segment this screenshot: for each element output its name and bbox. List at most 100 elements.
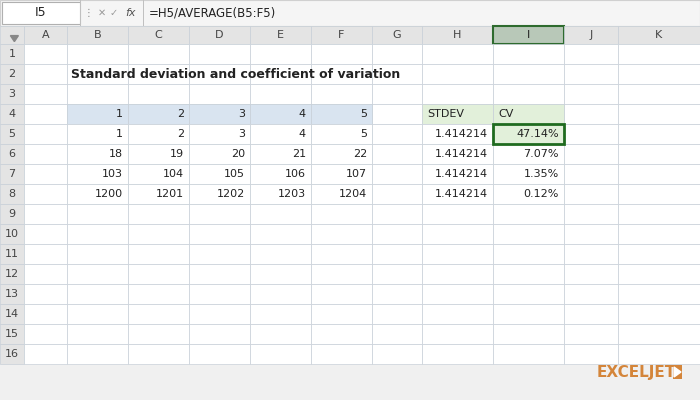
Bar — [24, 26, 67, 44]
Bar — [422, 184, 493, 204]
Bar — [250, 64, 311, 84]
Bar — [128, 204, 189, 224]
Text: G: G — [393, 30, 401, 40]
Bar — [250, 44, 311, 64]
Bar — [189, 324, 250, 344]
Bar — [422, 124, 493, 144]
Bar — [250, 104, 311, 124]
Bar — [24, 344, 67, 364]
Bar — [422, 284, 493, 304]
Bar — [493, 184, 564, 204]
Bar — [250, 84, 311, 104]
Bar — [24, 324, 67, 344]
Bar — [372, 104, 422, 124]
Bar — [67, 244, 128, 264]
Text: 12: 12 — [5, 269, 19, 279]
Bar — [189, 304, 250, 324]
Bar — [128, 164, 189, 184]
Bar — [311, 184, 372, 204]
Bar — [422, 204, 493, 224]
Bar — [67, 124, 128, 144]
Bar — [618, 84, 700, 104]
Bar — [250, 304, 311, 324]
Text: B: B — [94, 30, 102, 40]
Bar — [422, 264, 493, 284]
Text: 9: 9 — [8, 209, 15, 219]
Bar — [250, 344, 311, 364]
Bar — [189, 44, 250, 64]
Bar — [250, 184, 311, 204]
Bar — [0, 304, 24, 324]
Bar — [422, 84, 493, 104]
Polygon shape — [10, 36, 18, 42]
Bar — [67, 26, 128, 44]
Bar — [311, 144, 372, 164]
Bar — [618, 204, 700, 224]
Bar — [311, 164, 372, 184]
Bar — [311, 164, 372, 184]
Bar — [67, 164, 128, 184]
Bar — [0, 184, 24, 204]
Bar — [0, 204, 24, 224]
Bar — [618, 44, 700, 64]
Bar — [189, 84, 250, 104]
Bar — [618, 124, 700, 144]
Bar — [189, 204, 250, 224]
Bar — [67, 184, 128, 204]
Bar — [67, 44, 128, 64]
Bar — [564, 64, 618, 84]
Text: 1.414214: 1.414214 — [435, 149, 488, 159]
Bar — [250, 184, 311, 204]
Bar — [189, 144, 250, 164]
Bar — [128, 104, 189, 124]
Bar — [67, 204, 128, 224]
Bar — [422, 104, 493, 124]
Bar — [128, 144, 189, 164]
Text: 11: 11 — [5, 249, 19, 259]
Bar — [422, 104, 493, 124]
Bar — [564, 104, 618, 124]
Text: I: I — [527, 30, 530, 40]
Bar — [493, 44, 564, 64]
Bar — [24, 44, 67, 64]
Bar — [250, 164, 311, 184]
Bar — [422, 44, 493, 64]
Bar — [311, 84, 372, 104]
Bar — [422, 224, 493, 244]
Text: 1201: 1201 — [156, 189, 184, 199]
Bar — [493, 324, 564, 344]
Bar — [128, 184, 189, 204]
Bar — [0, 224, 24, 244]
Bar — [618, 104, 700, 124]
Bar — [250, 164, 311, 184]
Bar — [24, 284, 67, 304]
Text: fx: fx — [125, 8, 135, 18]
Bar — [67, 284, 128, 304]
Bar — [618, 284, 700, 304]
Bar — [564, 44, 618, 64]
Bar — [372, 84, 422, 104]
Text: 1: 1 — [116, 129, 123, 139]
Bar — [618, 244, 700, 264]
Text: 6: 6 — [8, 149, 15, 159]
Bar — [493, 164, 564, 184]
Text: 104: 104 — [163, 169, 184, 179]
Text: ⋮: ⋮ — [83, 8, 93, 18]
Bar — [128, 284, 189, 304]
Bar — [311, 204, 372, 224]
Bar — [24, 264, 67, 284]
Bar — [372, 64, 422, 84]
Text: F: F — [338, 30, 344, 40]
Bar — [564, 26, 618, 44]
Bar — [493, 104, 564, 124]
Text: 7: 7 — [8, 169, 15, 179]
Bar — [0, 124, 24, 144]
Bar — [618, 344, 700, 364]
Bar — [564, 204, 618, 224]
Text: J: J — [589, 30, 593, 40]
Bar — [564, 84, 618, 104]
Bar — [422, 144, 493, 164]
Text: 1200: 1200 — [95, 189, 123, 199]
Bar — [422, 244, 493, 264]
Bar — [250, 324, 311, 344]
